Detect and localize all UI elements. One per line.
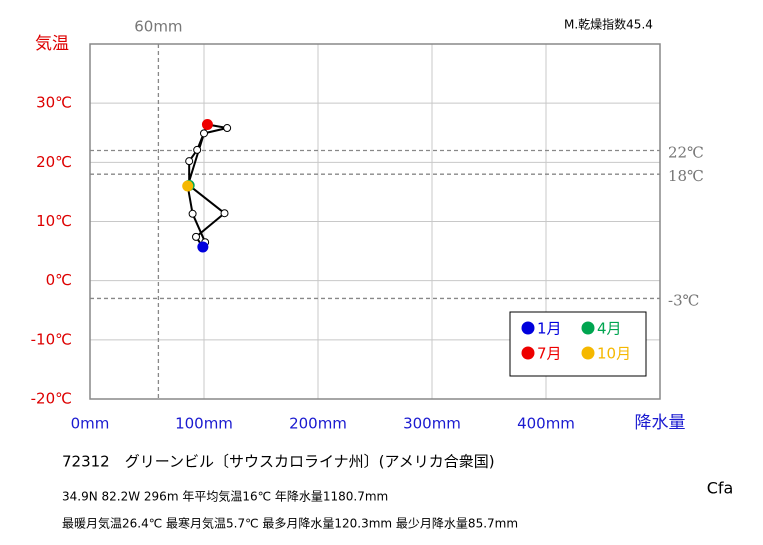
x-tick-label: 0mm (71, 415, 110, 433)
y-tick-label: 0℃ (46, 271, 72, 289)
legend-marker (581, 346, 595, 360)
month-point (220, 209, 229, 218)
legend-marker (521, 321, 535, 335)
x-axis-title: 降水量 (635, 413, 686, 433)
y-axis-title: 気温 (35, 34, 69, 54)
reference-label: 60mm (134, 18, 182, 36)
legend-marker (521, 346, 535, 360)
reference-label: 22℃ (668, 144, 704, 162)
climate-code: Cfa (707, 479, 734, 498)
x-tick-label: 100mm (175, 415, 233, 433)
month-point (193, 145, 202, 154)
month-point (192, 232, 201, 241)
legend-label: 10月 (597, 345, 631, 363)
month-point (223, 124, 232, 133)
chart-title: M.乾燥指数45.4 (564, 17, 653, 32)
y-tick-label: 30℃ (36, 94, 72, 112)
reference-label: 18℃ (668, 167, 704, 185)
month-point-highlight (197, 241, 209, 253)
month-point-highlight (182, 180, 194, 192)
info-line: 34.9N 82.2W 296m 年平均気温16℃ 年降水量1180.7mm (62, 489, 388, 504)
month-point-highlight (201, 118, 213, 130)
station: 72312 グリーンビル〔サウスカロライナ州〕(アメリカ合衆国) (62, 453, 495, 471)
legend-label: 7月 (537, 345, 562, 363)
info-line: 最暖月気温26.4℃ 最寒月気温5.7℃ 最多月降水量120.3mm 最少月降水… (62, 516, 518, 531)
legend-box (509, 311, 647, 377)
legend-label: 1月 (537, 320, 562, 338)
legend-marker (581, 321, 595, 335)
y-tick-label: 20℃ (36, 153, 72, 171)
reference-label: -3℃ (668, 291, 699, 309)
y-tick-label: 10℃ (36, 212, 72, 230)
y-tick-label: -10℃ (31, 330, 72, 348)
x-tick-label: 400mm (517, 415, 575, 433)
month-point (200, 129, 208, 138)
x-tick-label: 200mm (289, 415, 347, 433)
x-tick-label: 300mm (403, 415, 461, 433)
month-point (185, 157, 194, 166)
plot-frame (89, 43, 661, 400)
y-tick-label: -20℃ (31, 390, 72, 408)
month-point (188, 209, 197, 218)
legend-label: 4月 (597, 320, 622, 338)
